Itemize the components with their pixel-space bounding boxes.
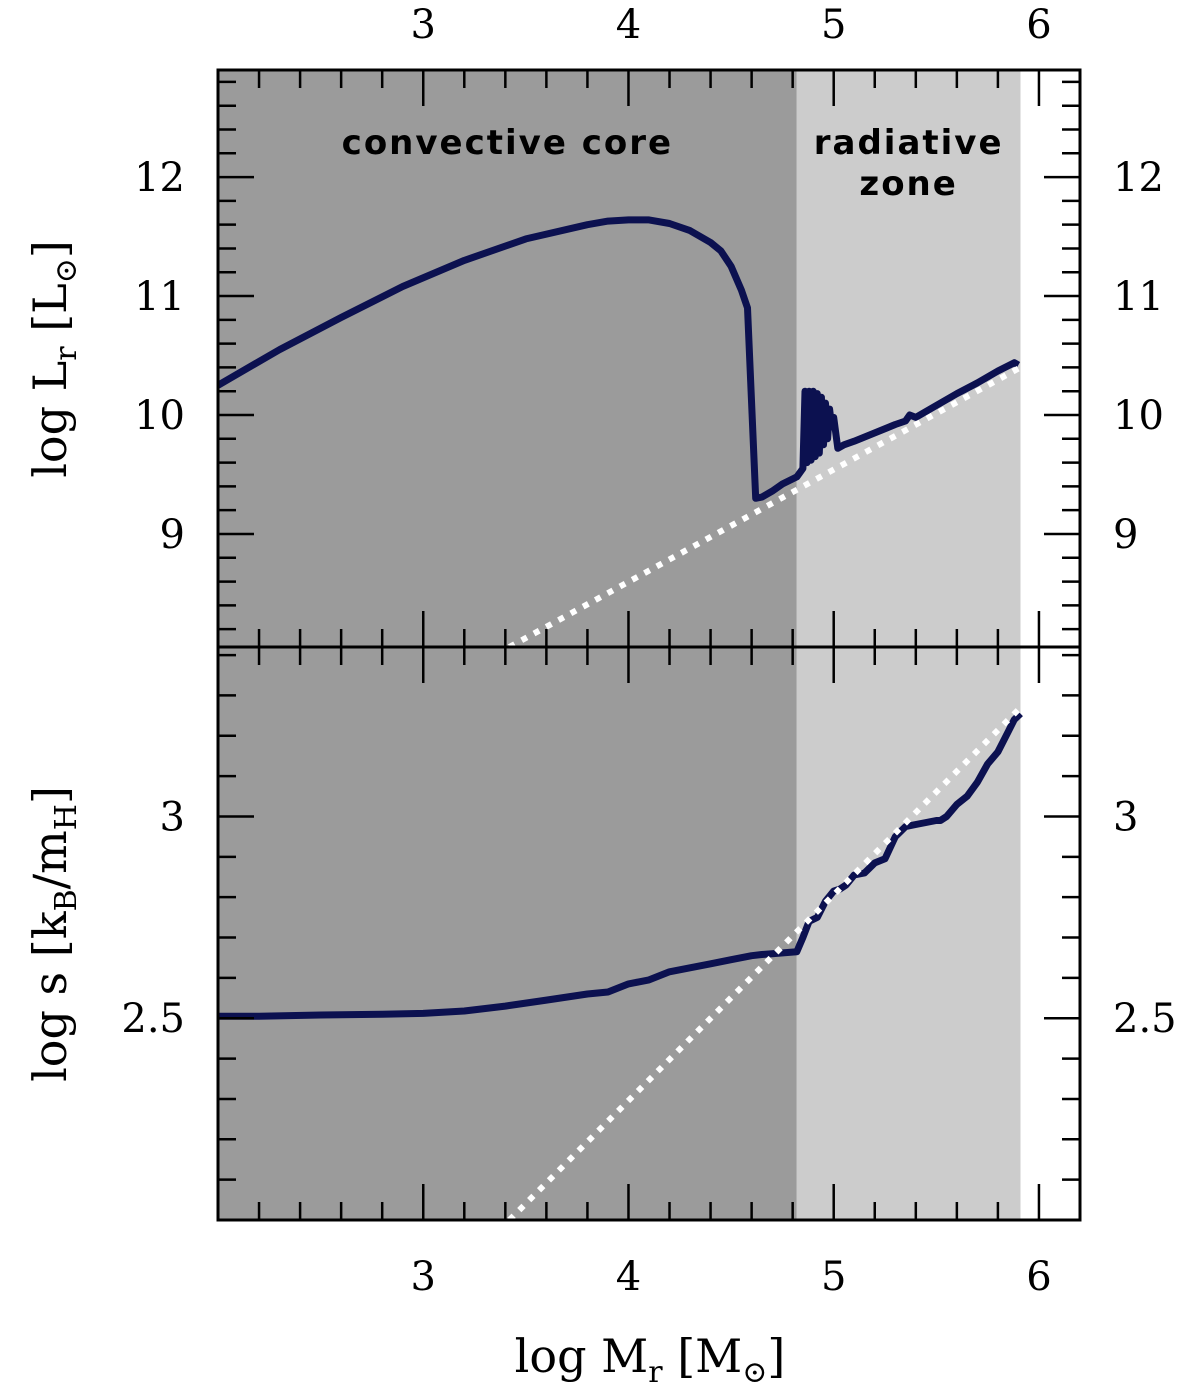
y-tick-label-right: 11 xyxy=(1113,274,1164,320)
x-tick-label-top: 3 xyxy=(411,2,436,48)
y-tick-label-right: 3 xyxy=(1113,794,1138,840)
x-tick-label-top: 6 xyxy=(1026,2,1051,48)
convective-core-label: convective core xyxy=(342,123,673,163)
y-tick-label-left: 3 xyxy=(160,794,185,840)
luminosity-profile-line xyxy=(218,216,1021,502)
entropy-fit-line xyxy=(507,705,1023,1220)
y-tick-label-right: 2.5 xyxy=(1113,996,1177,1042)
radiative-zone-label: radiative xyxy=(814,123,1004,163)
series-lines xyxy=(218,216,1023,1220)
x-tick-label-bottom: 3 xyxy=(411,1254,436,1300)
region-shading xyxy=(218,70,1021,1220)
y-tick-label-right: 12 xyxy=(1113,155,1164,201)
top-panel-y-axis-title: log Lr [L⊙] xyxy=(23,240,84,478)
x-tick-label-bottom: 6 xyxy=(1026,1254,1051,1300)
radiative-zone-region xyxy=(796,70,1021,1220)
panel-frames xyxy=(216,68,1082,1222)
x-tick-label-bottom: 4 xyxy=(616,1254,641,1300)
y-tick-label-left: 11 xyxy=(134,274,185,320)
bottom-panel-y-axis-title: log s [kB/mH] xyxy=(23,786,84,1082)
y-tick-label-left: 10 xyxy=(134,393,185,439)
y-tick-label-left: 2.5 xyxy=(121,996,185,1042)
radiative-zone-label: zone xyxy=(859,164,957,204)
bottom-panel-frame xyxy=(216,645,1082,1222)
x-tick-label-top: 5 xyxy=(821,2,846,48)
y-tick-label-right: 10 xyxy=(1113,393,1164,439)
y-tick-label-right: 9 xyxy=(1113,512,1138,558)
axis-ticks xyxy=(216,70,1082,1220)
entropy-profile-line xyxy=(218,711,1023,1020)
x-axis-title: log Mr [M⊙] xyxy=(515,1329,786,1390)
tick-labels: 3 3 4 4 5 5 6 6 9 9 10 10 11 11 12 12 2.5 2.5 3 3 xyxy=(121,2,1176,1300)
y-tick-label-left: 12 xyxy=(134,155,185,201)
x-tick-label-top: 4 xyxy=(616,2,641,48)
x-tick-label-bottom: 5 xyxy=(821,1254,846,1300)
y-tick-label-left: 9 xyxy=(160,512,185,558)
